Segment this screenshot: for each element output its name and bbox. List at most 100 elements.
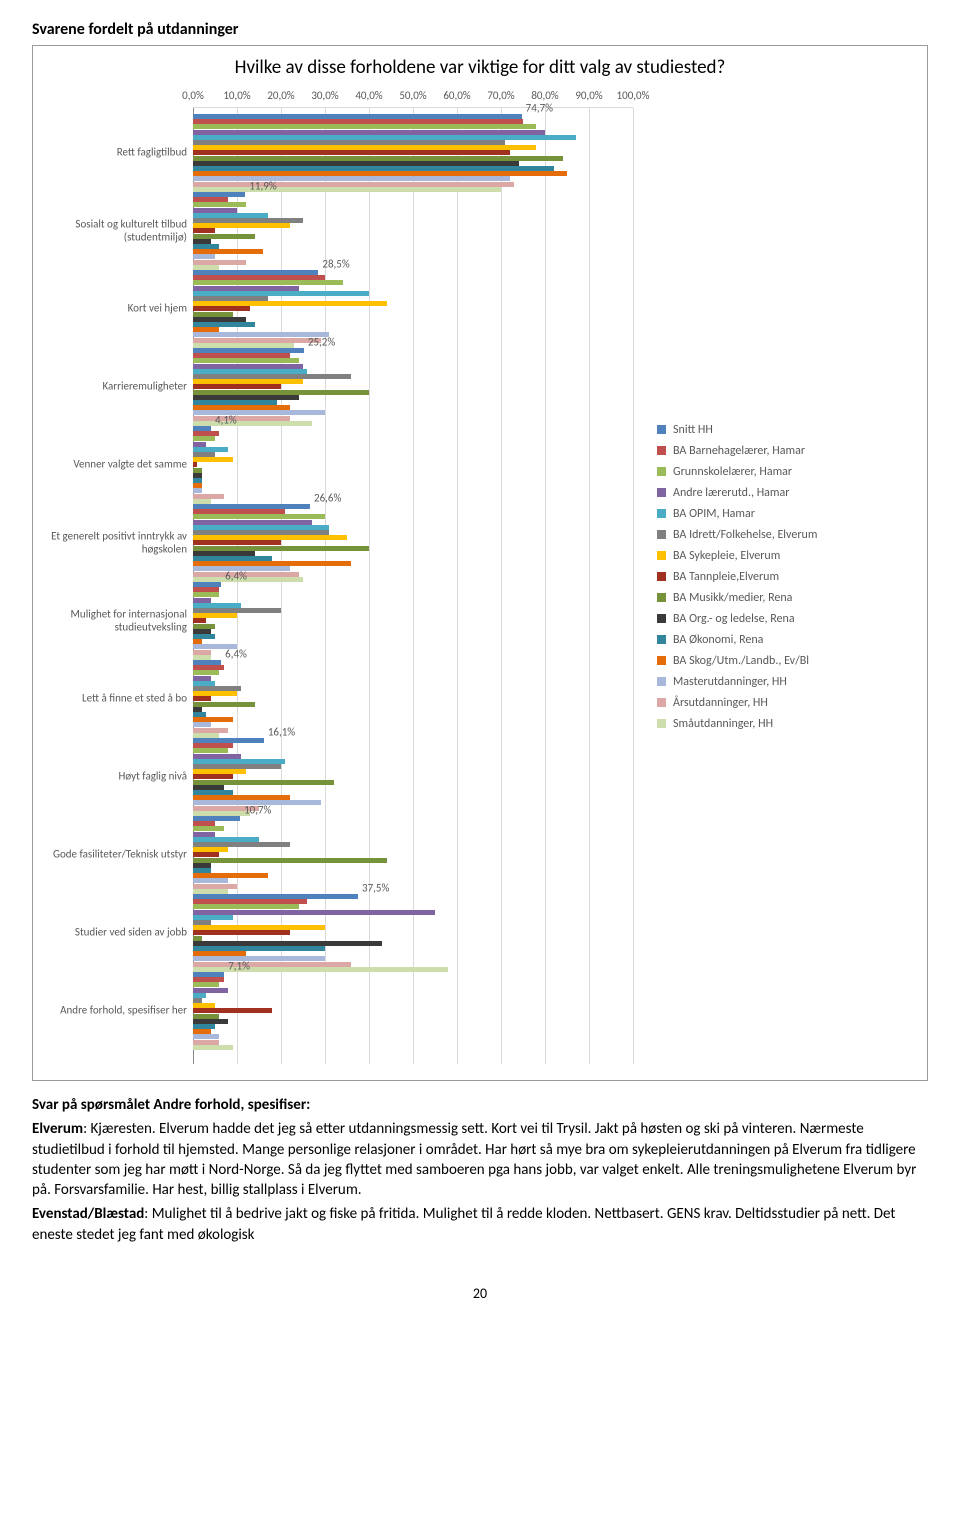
legend-swatch	[657, 677, 666, 686]
legend-label: Masterutdanninger, HH	[673, 675, 787, 689]
legend-label: Småutdanninger, HH	[673, 717, 773, 731]
x-tick: 60,0%	[443, 89, 470, 102]
category-label: Andre forhold, spesifiser her	[42, 1005, 193, 1018]
chart-legend: Snitt HH BA Barnehagelærer, Hamar Grunnsko…	[633, 416, 917, 738]
x-tick: 40,0%	[355, 89, 382, 102]
legend-swatch	[657, 593, 666, 602]
category-label: Gode fasiliteter/Teknisk utstyr	[42, 849, 193, 862]
bar	[193, 858, 387, 863]
category-group: Gode fasiliteter/Teknisk utstyr10,7%	[193, 816, 633, 894]
legend-swatch	[657, 698, 666, 707]
legend-swatch	[657, 656, 666, 665]
value-label: 7,1%	[228, 960, 250, 973]
page-number: 20	[32, 1285, 928, 1302]
legend-swatch	[657, 509, 666, 518]
answer-prefix: Evenstad/Blæstad	[32, 1205, 144, 1223]
legend-label: BA Org.- og ledelse, Rena	[673, 612, 795, 626]
legend-label: BA Sykepleie, Elverum	[673, 549, 780, 563]
answer-paragraph: Elverum: Kjæresten. Elverum hadde det je…	[32, 1119, 928, 1200]
category-label: Et generelt positivt inntrykk av høgskol…	[42, 530, 193, 555]
legend-label: BA Barnehagelærer, Hamar	[673, 444, 805, 458]
legend-item: BA Tannpleie,Elverum	[657, 570, 917, 584]
legend-item: BA Økonomi, Rena	[657, 633, 917, 647]
category-label: Rett fagligtilbud	[42, 147, 193, 160]
legend-swatch	[657, 551, 666, 560]
bar	[193, 702, 255, 707]
value-label: 25,2%	[308, 336, 335, 349]
category-group: Kort vei hjem28,5%	[193, 270, 633, 348]
category-group: Studier ved siden av jobb37,5%	[193, 894, 633, 972]
legend-item: Grunnskolelærer, Hamar	[657, 465, 917, 479]
legend-label: BA Skog/Utm./Landb., Ev/Bl	[673, 654, 809, 668]
plot-area: Rett fagligtilbud74,7%Sosialt og kulture…	[193, 107, 633, 1064]
category-label: Lett å finne et sted å bo	[42, 693, 193, 706]
value-label: 16,1%	[268, 726, 295, 739]
x-tick: 20,0%	[267, 89, 294, 102]
category-group: Lett å finne et sted å bo6,4%	[193, 660, 633, 738]
category-group: Karrieremuligheter25,2%	[193, 348, 633, 426]
chart-body: 0,0% 10,0% 20,0% 30,0% 40,0% 50,0% 60,0% 70,0% 8…	[43, 89, 917, 1064]
category-label: Mulighet for internasjonal studieutveksl…	[42, 608, 193, 633]
category-label: Kort vei hjem	[42, 303, 193, 316]
chart-title: Hvilke av disse forholdene var viktige f…	[43, 56, 917, 79]
x-tick: 30,0%	[311, 89, 338, 102]
legend-label: BA Musikk/medier, Rena	[673, 591, 792, 605]
legend-item: BA Skog/Utm./Landb., Ev/Bl	[657, 654, 917, 668]
answer-block: Svar på spørsmålet Andre forhold, spesif…	[32, 1095, 928, 1245]
answer-body: : Kjæresten. Elverum hadde det jeg så et…	[32, 1120, 916, 1199]
legend-swatch	[657, 446, 666, 455]
value-label: 6,4%	[225, 648, 247, 661]
legend-item: Andre lærerutd., Hamar	[657, 486, 917, 500]
answer-heading: Svar på spørsmålet Andre forhold, spesif…	[32, 1095, 928, 1115]
x-tick: 0,0%	[182, 89, 204, 102]
value-label: 6,4%	[225, 570, 247, 583]
legend-label: BA Tannpleie,Elverum	[673, 570, 779, 584]
legend-item: BA Sykepleie, Elverum	[657, 549, 917, 563]
category-group: Andre forhold, spesifiser her7,1%	[193, 972, 633, 1050]
answer-body: : Mulighet til å bedrive jakt og fiske p…	[32, 1205, 895, 1243]
answer-paragraph: Evenstad/Blæstad: Mulighet til å bedrive…	[32, 1204, 928, 1245]
category-label: Karrieremuligheter	[42, 381, 193, 394]
legend-label: BA Økonomi, Rena	[673, 633, 763, 647]
gridline	[633, 108, 634, 1064]
value-label: 28,5%	[322, 258, 349, 271]
x-tick: 100,0%	[617, 89, 650, 102]
legend-label: Snitt HH	[673, 423, 713, 437]
chart-container: Hvilke av disse forholdene var viktige f…	[32, 45, 928, 1081]
legend-swatch	[657, 719, 666, 728]
value-label: 10,7%	[244, 804, 271, 817]
value-label: 4,1%	[215, 414, 237, 427]
legend-label: Andre lærerutd., Hamar	[673, 486, 789, 500]
legend-swatch	[657, 467, 666, 476]
legend-swatch	[657, 425, 666, 434]
category-group: Et generelt positivt inntrykk av høgskol…	[193, 504, 633, 582]
legend-item: BA Barnehagelærer, Hamar	[657, 444, 917, 458]
legend-label: BA Idrett/Folkehelse, Elverum	[673, 528, 817, 542]
legend-item: Småutdanninger, HH	[657, 717, 917, 731]
x-tick: 10,0%	[223, 89, 250, 102]
legend-item: BA Idrett/Folkehelse, Elverum	[657, 528, 917, 542]
x-axis: 0,0%10,0%20,0%30,0%40,0%50,0%60,0%70,0%8…	[193, 89, 633, 107]
answer-text: Elverum: Kjæresten. Elverum hadde det je…	[32, 1119, 928, 1245]
legend-label: Årsutdanninger, HH	[673, 696, 768, 710]
x-tick: 50,0%	[399, 89, 426, 102]
bar	[193, 457, 233, 462]
value-label: 37,5%	[362, 882, 389, 895]
legend-item: Masterutdanninger, HH	[657, 675, 917, 689]
answer-prefix: Elverum	[32, 1120, 83, 1138]
value-label: 74,7%	[526, 102, 553, 115]
value-label: 11,9%	[249, 180, 276, 193]
legend-swatch	[657, 635, 666, 644]
legend-item: BA OPIM, Hamar	[657, 507, 917, 521]
category-label: Studier ved siden av jobb	[42, 927, 193, 940]
category-group: Venner valgte det samme4,1%	[193, 426, 633, 504]
value-label: 26,6%	[314, 492, 341, 505]
bar	[193, 930, 290, 935]
category-label: Høyt faglig nivå	[42, 771, 193, 784]
x-tick: 80,0%	[531, 89, 558, 102]
legend-item: Snitt HH	[657, 423, 917, 437]
category-label: Sosialt og kulturelt tilbud (studentmilj…	[42, 218, 193, 243]
x-tick: 70,0%	[487, 89, 514, 102]
legend-swatch	[657, 572, 666, 581]
bar	[193, 1045, 233, 1050]
